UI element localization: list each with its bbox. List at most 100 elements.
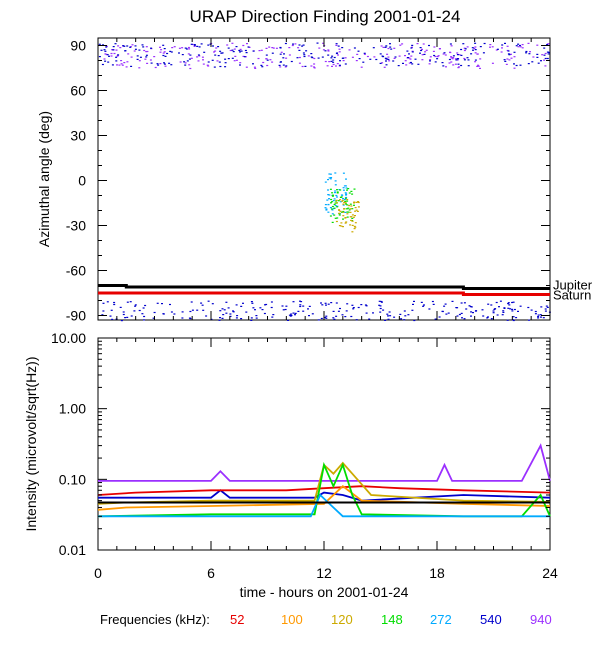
azimuth-point [536,56,539,58]
azimuth-point [142,46,145,48]
intensity-series-line [97,485,551,496]
azimuth-point [238,49,241,52]
azimuth-point [341,194,344,196]
x-axis-label: time - hours on 2001-01-24 [240,584,409,600]
azimuth-point [191,309,194,311]
azimuth-point [462,43,465,45]
azimuth-point [235,317,238,319]
azimuth-point [511,310,514,312]
azimuth-point [133,50,136,52]
azimuth-point [298,62,301,64]
azimuth-point [457,63,460,65]
azimuth-point [334,190,337,192]
azimuth-point [308,315,310,317]
azimuth-point [181,317,184,319]
azimuth-point [126,45,129,47]
azimuth-point [366,55,369,58]
azimuth-point [336,206,339,208]
azimuth-point [476,65,479,67]
azimuth-point [345,221,348,223]
azimuth-point [131,44,134,46]
azimuth-point [451,300,454,302]
azimuth-point [393,316,396,318]
azimuth-point [537,62,540,64]
azimuth-point [134,45,137,47]
azimuth-point [355,60,358,62]
azimuth-point [362,61,365,63]
azimuth-point [487,303,490,305]
azimuth-point [458,313,461,316]
azimuth-point [302,52,305,54]
azimuth-point [224,62,227,64]
azimuth-point [245,66,248,68]
azimuth-point [333,214,336,216]
azimuth-point [444,303,447,305]
azimuth-point [332,194,335,196]
azimuth-point [353,228,356,230]
azimuth-point [513,67,516,69]
azimuth-point [139,56,142,58]
azimuth-point [270,306,273,309]
azimuth-point [254,309,256,311]
azimuth-point [189,67,192,70]
azimuth-point [456,52,459,54]
azimuth-point [196,309,199,311]
azimuth-point [328,198,330,200]
azimuth-point [466,57,469,59]
azimuth-point [507,302,510,304]
intensity-panel: 10.00 1.00 0.10 0.01 0 6 12 18 24 Intensity (mi… [23,330,558,600]
azimuth-point [503,307,506,309]
azimuth-point [111,64,114,66]
azimuth-point [266,64,269,67]
azimuth-point [471,47,474,49]
azimuth-point [211,303,214,305]
azimuth-point [507,307,510,309]
azimuth-point [536,44,539,46]
azimuth-point [117,45,120,47]
azimuth-point [534,313,537,315]
azimuth-point [279,53,282,55]
azimuth-point [159,46,161,48]
azimuth-point [127,53,130,55]
azimuth-point [117,54,120,56]
azimuth-point [345,196,348,199]
azimuth-point [351,224,354,226]
azimuth-point [517,46,520,48]
legend-label: Frequencies (kHz): [100,612,210,627]
azimuth-point [198,46,201,48]
azimuth-point [460,302,463,304]
azimuth-point [327,194,330,196]
azimuth-point [331,209,334,211]
azimuth-point [432,303,435,305]
azimuth-point [479,58,482,60]
azimuth-point [134,48,137,50]
azimuth-point [543,47,546,49]
azimuth-point [357,206,360,208]
azimuth-point [330,208,333,210]
azimuth-point [338,214,341,216]
azimuth-point [332,200,335,202]
azimuth-point [389,43,391,45]
azimuth-point [351,208,354,210]
azimuth-point [499,300,502,302]
azimuth-point [292,43,294,45]
azimuth-point [329,188,332,190]
azimuth-point [202,309,205,311]
azimuth-point [211,59,214,61]
azimuth-point [342,211,345,213]
azimuth-point [265,303,268,306]
azimuth-point [345,193,348,195]
azimuth-point [239,48,242,50]
azimuth-point [413,319,416,322]
azimuth-point [534,310,537,313]
azimuth-point [379,53,382,55]
azimuth-point [326,65,329,67]
azimuth-point [483,42,486,45]
azimuth-point [357,50,360,52]
azimuth-point [452,55,455,57]
azimuth-point [451,58,454,60]
azimuth-point [242,302,244,304]
azimuth-point [200,43,203,45]
azimuth-point [474,49,477,51]
azimuth-point [381,55,384,57]
